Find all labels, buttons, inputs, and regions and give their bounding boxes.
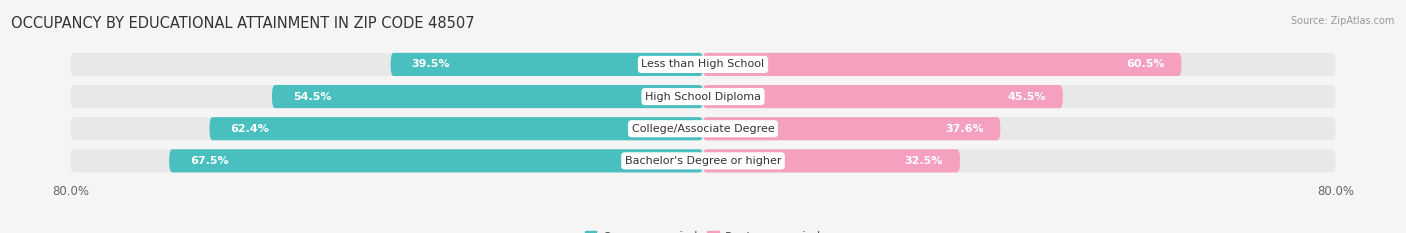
FancyBboxPatch shape [70,85,1336,108]
FancyBboxPatch shape [169,149,703,172]
Legend: Owner-occupied, Renter-occupied: Owner-occupied, Renter-occupied [579,226,827,233]
Text: OCCUPANCY BY EDUCATIONAL ATTAINMENT IN ZIP CODE 48507: OCCUPANCY BY EDUCATIONAL ATTAINMENT IN Z… [11,16,475,31]
FancyBboxPatch shape [70,117,1336,140]
FancyBboxPatch shape [703,149,960,172]
Text: 60.5%: 60.5% [1126,59,1164,69]
Text: High School Diploma: High School Diploma [645,92,761,102]
FancyBboxPatch shape [70,53,1336,76]
Text: Less than High School: Less than High School [641,59,765,69]
Text: Source: ZipAtlas.com: Source: ZipAtlas.com [1291,16,1395,26]
FancyBboxPatch shape [70,149,1336,172]
FancyBboxPatch shape [271,85,703,108]
FancyBboxPatch shape [391,53,703,76]
Text: 45.5%: 45.5% [1008,92,1046,102]
Text: Bachelor's Degree or higher: Bachelor's Degree or higher [624,156,782,166]
FancyBboxPatch shape [209,117,703,140]
Text: 32.5%: 32.5% [905,156,943,166]
FancyBboxPatch shape [703,85,1063,108]
Text: 62.4%: 62.4% [231,124,270,134]
Text: College/Associate Degree: College/Associate Degree [631,124,775,134]
Text: 67.5%: 67.5% [190,156,229,166]
Text: 39.5%: 39.5% [412,59,450,69]
Text: 37.6%: 37.6% [945,124,984,134]
FancyBboxPatch shape [703,53,1181,76]
Text: 54.5%: 54.5% [292,92,332,102]
FancyBboxPatch shape [703,117,1001,140]
